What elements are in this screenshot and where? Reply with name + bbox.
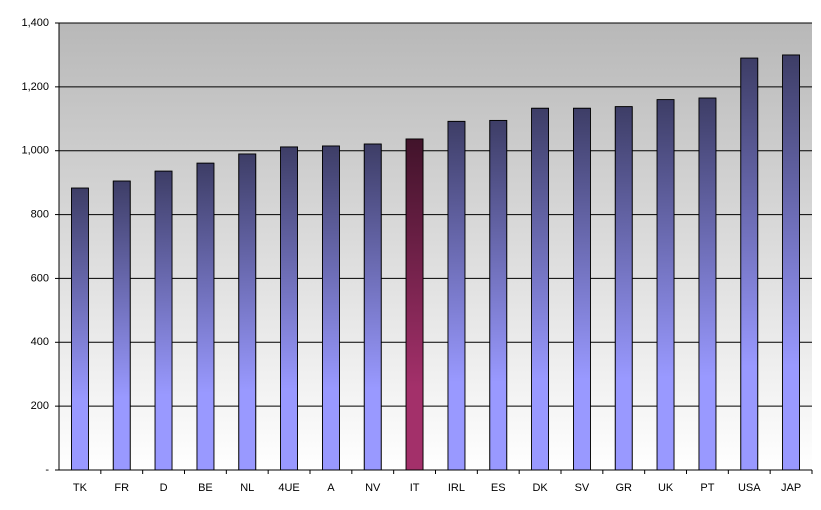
bar-shade — [489, 119, 508, 471]
x-tick-label: FR — [114, 482, 129, 494]
bar-shade — [405, 138, 424, 471]
x-tick-label: IT — [410, 482, 420, 494]
y-tick-label: 400 — [31, 336, 49, 348]
x-tick-label: 4UE — [278, 482, 299, 494]
bar-shade — [614, 106, 633, 471]
x-tick-label: A — [327, 482, 335, 494]
y-tick-label: 1,000 — [21, 145, 49, 157]
y-tick-label: 800 — [31, 208, 49, 220]
x-tick-label: NV — [365, 482, 381, 494]
bar-shade — [740, 57, 759, 471]
x-tick-label: D — [160, 482, 168, 494]
x-tick-label: UK — [658, 482, 674, 494]
y-tick-label: 1,400 — [21, 17, 49, 29]
x-tick-label: TK — [73, 482, 88, 494]
x-tick-label: GR — [616, 482, 633, 494]
y-tick-label: 1,200 — [21, 81, 49, 93]
x-tick-label: IRL — [448, 482, 465, 494]
bar-shade — [573, 107, 591, 471]
x-tick-label: JAP — [781, 482, 801, 494]
bar-shade — [280, 146, 298, 471]
bar-shade — [447, 120, 466, 471]
bar-shade — [71, 187, 89, 471]
bar-shade — [782, 54, 800, 471]
y-tick-label: 600 — [31, 272, 49, 284]
x-tick-label: PT — [700, 482, 714, 494]
x-tick-label: USA — [738, 482, 761, 494]
y-tick-label: 200 — [31, 400, 49, 412]
x-tick-label: ES — [491, 482, 506, 494]
bar-shade — [656, 99, 675, 471]
bar-shade — [112, 180, 131, 471]
x-tick-label: NL — [240, 482, 254, 494]
bar-shade — [238, 153, 257, 471]
bar-shade — [698, 97, 717, 471]
plot-area — [59, 23, 812, 470]
bar-shade — [154, 170, 173, 471]
x-tick-label: SV — [575, 482, 590, 494]
bar-shade — [196, 162, 215, 471]
bar-shade — [531, 107, 549, 471]
x-tick-label: DK — [532, 482, 548, 494]
y-tick-label: - — [45, 464, 49, 476]
bar-shade — [322, 145, 340, 471]
x-tick-label: BE — [198, 482, 213, 494]
bar-shade — [363, 143, 382, 471]
